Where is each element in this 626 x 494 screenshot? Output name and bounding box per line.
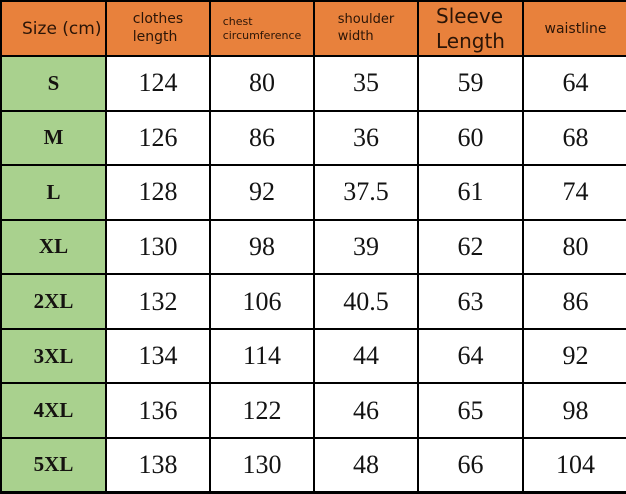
value-cell: 40.5 [313,273,419,330]
value-cell: 136 [105,382,211,439]
value-cell: 46 [313,382,419,439]
header-shoulder-line1: shoulder [337,12,395,28]
size-cell: L [0,164,107,221]
size-cell: 4XL [0,382,107,439]
value-cell: 128 [105,164,211,221]
value-cell: 48 [313,436,419,494]
value-cell: 36 [313,109,419,167]
value-cell: 130 [105,218,211,276]
value-cell: 44 [313,327,419,385]
value-cell: 62 [417,218,524,276]
value-cell: 39 [313,218,419,276]
value-cell: 68 [522,109,626,167]
value-cell: 80 [522,218,626,276]
value-cell: 37.5 [313,164,419,221]
value-cell: 104 [522,436,626,494]
value-cell: 92 [522,327,626,385]
value-cell: 124 [105,55,211,112]
header-size-label: Size (cm) [22,18,102,39]
value-cell: 80 [209,55,315,112]
table-row-5xl: 5XL 138 130 48 66 104 [0,436,626,494]
size-chart-header: Size (cm) clothes length chest circumferen… [0,0,626,57]
value-cell: 130 [209,436,315,494]
header-waistline-label: waistline [544,20,607,37]
value-cell: 114 [209,327,315,385]
header-clothes-line1: clothes [132,11,184,27]
size-cell: M [0,109,107,167]
size-chart-body: S 124 80 35 59 64 M 126 86 36 60 68 L 12… [0,55,626,494]
table-row-s: S 124 80 35 59 64 [0,55,626,112]
value-cell: 59 [417,55,524,112]
size-cell: S [0,55,107,112]
value-cell: 132 [105,273,211,330]
table-row-3xl: 3XL 134 114 44 64 92 [0,327,626,385]
value-cell: 63 [417,273,524,330]
table-row-m: M 126 86 36 60 68 [0,109,626,167]
table-row-2xl: 2XL 132 106 40.5 63 86 [0,273,626,330]
header-cell-shoulder-width: shoulder width [313,0,419,57]
header-cell-sleeve-length: Sleeve Length [417,0,524,57]
header-chest-line2: circumference [222,28,302,42]
table-row-xl: XL 130 98 39 62 80 [0,218,626,276]
table-row-l: L 128 92 37.5 61 74 [0,164,626,221]
value-cell: 134 [105,327,211,385]
size-cell: 5XL [0,436,107,494]
size-cell: 2XL [0,273,107,330]
value-cell: 64 [522,55,626,112]
size-cell: XL [0,218,107,276]
size-cell: 3XL [0,327,107,385]
header-shoulder-line2: width [337,28,374,44]
value-cell: 126 [105,109,211,167]
value-cell: 138 [105,436,211,494]
table-row-4xl: 4XL 136 122 46 65 98 [0,382,626,439]
header-cell-clothes-length: clothes length [105,0,211,57]
value-cell: 74 [522,164,626,221]
header-clothes-line2: length [132,28,178,45]
header-cell-waistline: waistline [522,0,626,57]
value-cell: 61 [417,164,524,221]
value-cell: 64 [417,327,524,385]
value-cell: 106 [209,273,315,330]
value-cell: 60 [417,109,524,167]
header-sleeve-line2: Length [436,28,505,53]
value-cell: 65 [417,382,524,439]
header-cell-chest-circumference: chest circumference [209,0,315,57]
value-cell: 98 [209,218,315,276]
value-cell: 92 [209,164,315,221]
header-chest-line1: chest [222,14,253,28]
value-cell: 86 [209,109,315,167]
header-cell-size: Size (cm) [0,0,107,57]
header-sleeve-line1: Sleeve [436,3,504,28]
value-cell: 86 [522,273,626,330]
header-row: Size (cm) clothes length chest circumferen… [0,0,626,57]
value-cell: 98 [522,382,626,439]
value-cell: 35 [313,55,419,112]
value-cell: 66 [417,436,524,494]
value-cell: 122 [209,382,315,439]
